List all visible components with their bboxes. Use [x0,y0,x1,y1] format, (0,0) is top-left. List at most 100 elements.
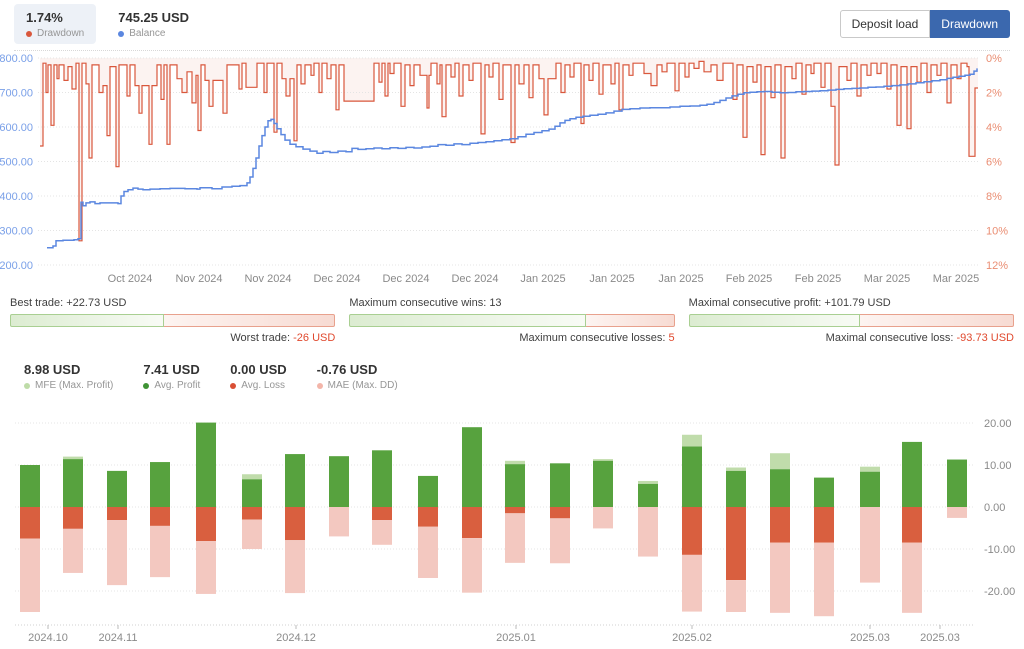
gauge-bar [349,314,675,327]
avg-loss-segment [770,507,790,543]
mae-segment [63,528,83,573]
month-bar-9 [418,475,438,578]
mfe-segment [770,453,790,470]
gauge-red-segment [586,314,675,327]
mae-segment [285,540,305,594]
right-axis-tick-label: 0.00 [984,502,1005,514]
x-axis-month-label: Jan 2025 [589,273,634,285]
monthly-profit-loss-chart: 20.00 10.00 0.00 -10.00 -20.00 2024.10 2024.11… [15,418,1015,644]
drawdown-label: Drawdown [37,28,85,39]
month-bar-1 [63,456,83,573]
avg-profit-segment [947,459,967,507]
gauge-positive-label: Maximal consecutive profit: +101.79 USD [688,297,891,309]
mae-segment [150,525,170,578]
gauge-negative-text: Worst trade: [230,332,291,344]
x-axis-month-label: Dec 2024 [382,273,429,285]
left-axis-tick-label: 400.00 [0,191,33,203]
right-axis-tick-label: -10.00 [984,544,1015,556]
x-axis-month-label: 2025.03 [920,632,960,644]
balance-drawdown-chart: 800.00 0% 700.00 2% 600.00 4% 500.00 6% 400.00 8%… [0,53,1008,285]
x-axis-month-label: Dec 2024 [313,273,360,285]
month-bar-19 [860,466,880,583]
avg-loss-segment [372,507,392,521]
avg-loss-segment [902,507,922,543]
gauge-bar [688,314,1014,327]
mae-segment [550,518,570,564]
mae-segment [242,519,262,549]
right-axis-tick-label: -20.00 [984,586,1015,598]
avg-loss-segment [107,507,127,521]
mfe-segment [638,480,658,484]
stat-label-row: MFE (Max. Profit) [24,380,113,391]
avg-loss-segment [20,507,40,539]
x-axis-month-label: Mar 2025 [933,273,979,285]
avg-loss-segment [63,507,83,529]
drawdown-legend-chip[interactable]: 1.74% Drawdown [14,4,97,44]
month-bar-20 [902,441,922,613]
x-axis-month-label: Feb 2025 [795,273,841,285]
gauge-negative-text: Maximal consecutive loss: [825,332,954,344]
right-axis-tick-label: 6% [986,157,1002,169]
stat-value: 8.98 USD [24,362,81,377]
mae-segment [462,538,482,593]
x-axis-month-label: Dec 2024 [451,273,498,285]
avg-profit-segment [462,427,482,507]
x-axis-month-label: 2024.11 [99,632,138,644]
chart-legend: 1.74% Drawdown 745.25 USD Balance [14,4,201,44]
right-axis-tick-label: 2% [986,88,1002,100]
month-bar-16 [726,467,746,612]
stats-legend-item-2[interactable]: 0.00 USD Avg. Loss [230,362,287,391]
mae-segment [196,541,216,594]
balance-label-row: Balance [118,28,189,39]
stats-legend-item-3[interactable]: -0.76 USD MAE (Max. DD) [316,362,398,391]
drawdown-button[interactable]: Drawdown [930,10,1010,38]
gauge-negative-value: -93.73 USD [956,332,1014,344]
gauge-negative-value: -26 USD [293,332,336,344]
x-axis-month-label: Oct 2024 [108,273,153,285]
balance-label: Balance [129,28,166,39]
x-axis-month-label: 2024.12 [276,632,316,644]
month-bar-18 [814,477,834,617]
mae-segment [107,520,127,586]
trade-stat-gauge-2: Maximal consecutive profit: +101.79 USD M… [688,297,1014,344]
stats-legend-item-0[interactable]: 8.98 USD MFE (Max. Profit) [24,362,113,391]
avg-loss-segment [462,507,482,539]
mae-segment [329,507,349,537]
balance-legend-chip[interactable]: 745.25 USD Balance [106,4,201,44]
stat-label: MFE (Max. Profit) [35,380,114,391]
mae-segment [20,538,40,612]
avg-profit-segment [242,479,262,507]
month-bar-7 [329,456,349,537]
drawdown-value: 1.74% [26,10,63,25]
mae-segment [947,507,967,518]
stat-value: 0.00 USD [230,362,287,377]
avg-profit-segment [418,475,438,507]
avg-profit-segment [285,454,305,507]
gauge-negative-text: Maximum consecutive losses: [519,332,666,344]
left-axis-tick-label: 600.00 [0,122,33,134]
deposit-load-button[interactable]: Deposit load [839,10,931,38]
left-axis-tick-label: 500.00 [0,157,33,169]
mfe-segment [505,460,525,465]
left-axis-tick-label: 700.00 [0,88,33,100]
stat-label: Avg. Profit [154,380,201,391]
drawdown-dot-icon [26,30,32,37]
drawdown-area-fill [40,58,978,241]
avg-profit-segment [638,483,658,507]
stat-dot-icon [143,382,150,389]
avg-profit-segment [63,459,83,507]
left-axis-tick-label: 200.00 [0,260,33,272]
stats-legend-item-1[interactable]: 7.41 USD Avg. Profit [143,362,200,391]
left-axis-tick-label: 800.00 [0,53,33,65]
month-bar-15 [682,434,702,612]
avg-loss-segment [196,507,216,542]
avg-loss-segment [550,507,570,519]
month-bar-2 [107,470,127,586]
mae-segment [860,507,880,583]
x-axis-month-label: Jan 2025 [658,273,703,285]
avg-loss-segment [285,507,305,541]
stat-label-row: Avg. Loss [230,380,286,391]
stat-dot-icon [24,382,30,389]
stat-label: Avg. Loss [241,380,286,391]
x-axis-month-label: Mar 2025 [864,273,910,285]
